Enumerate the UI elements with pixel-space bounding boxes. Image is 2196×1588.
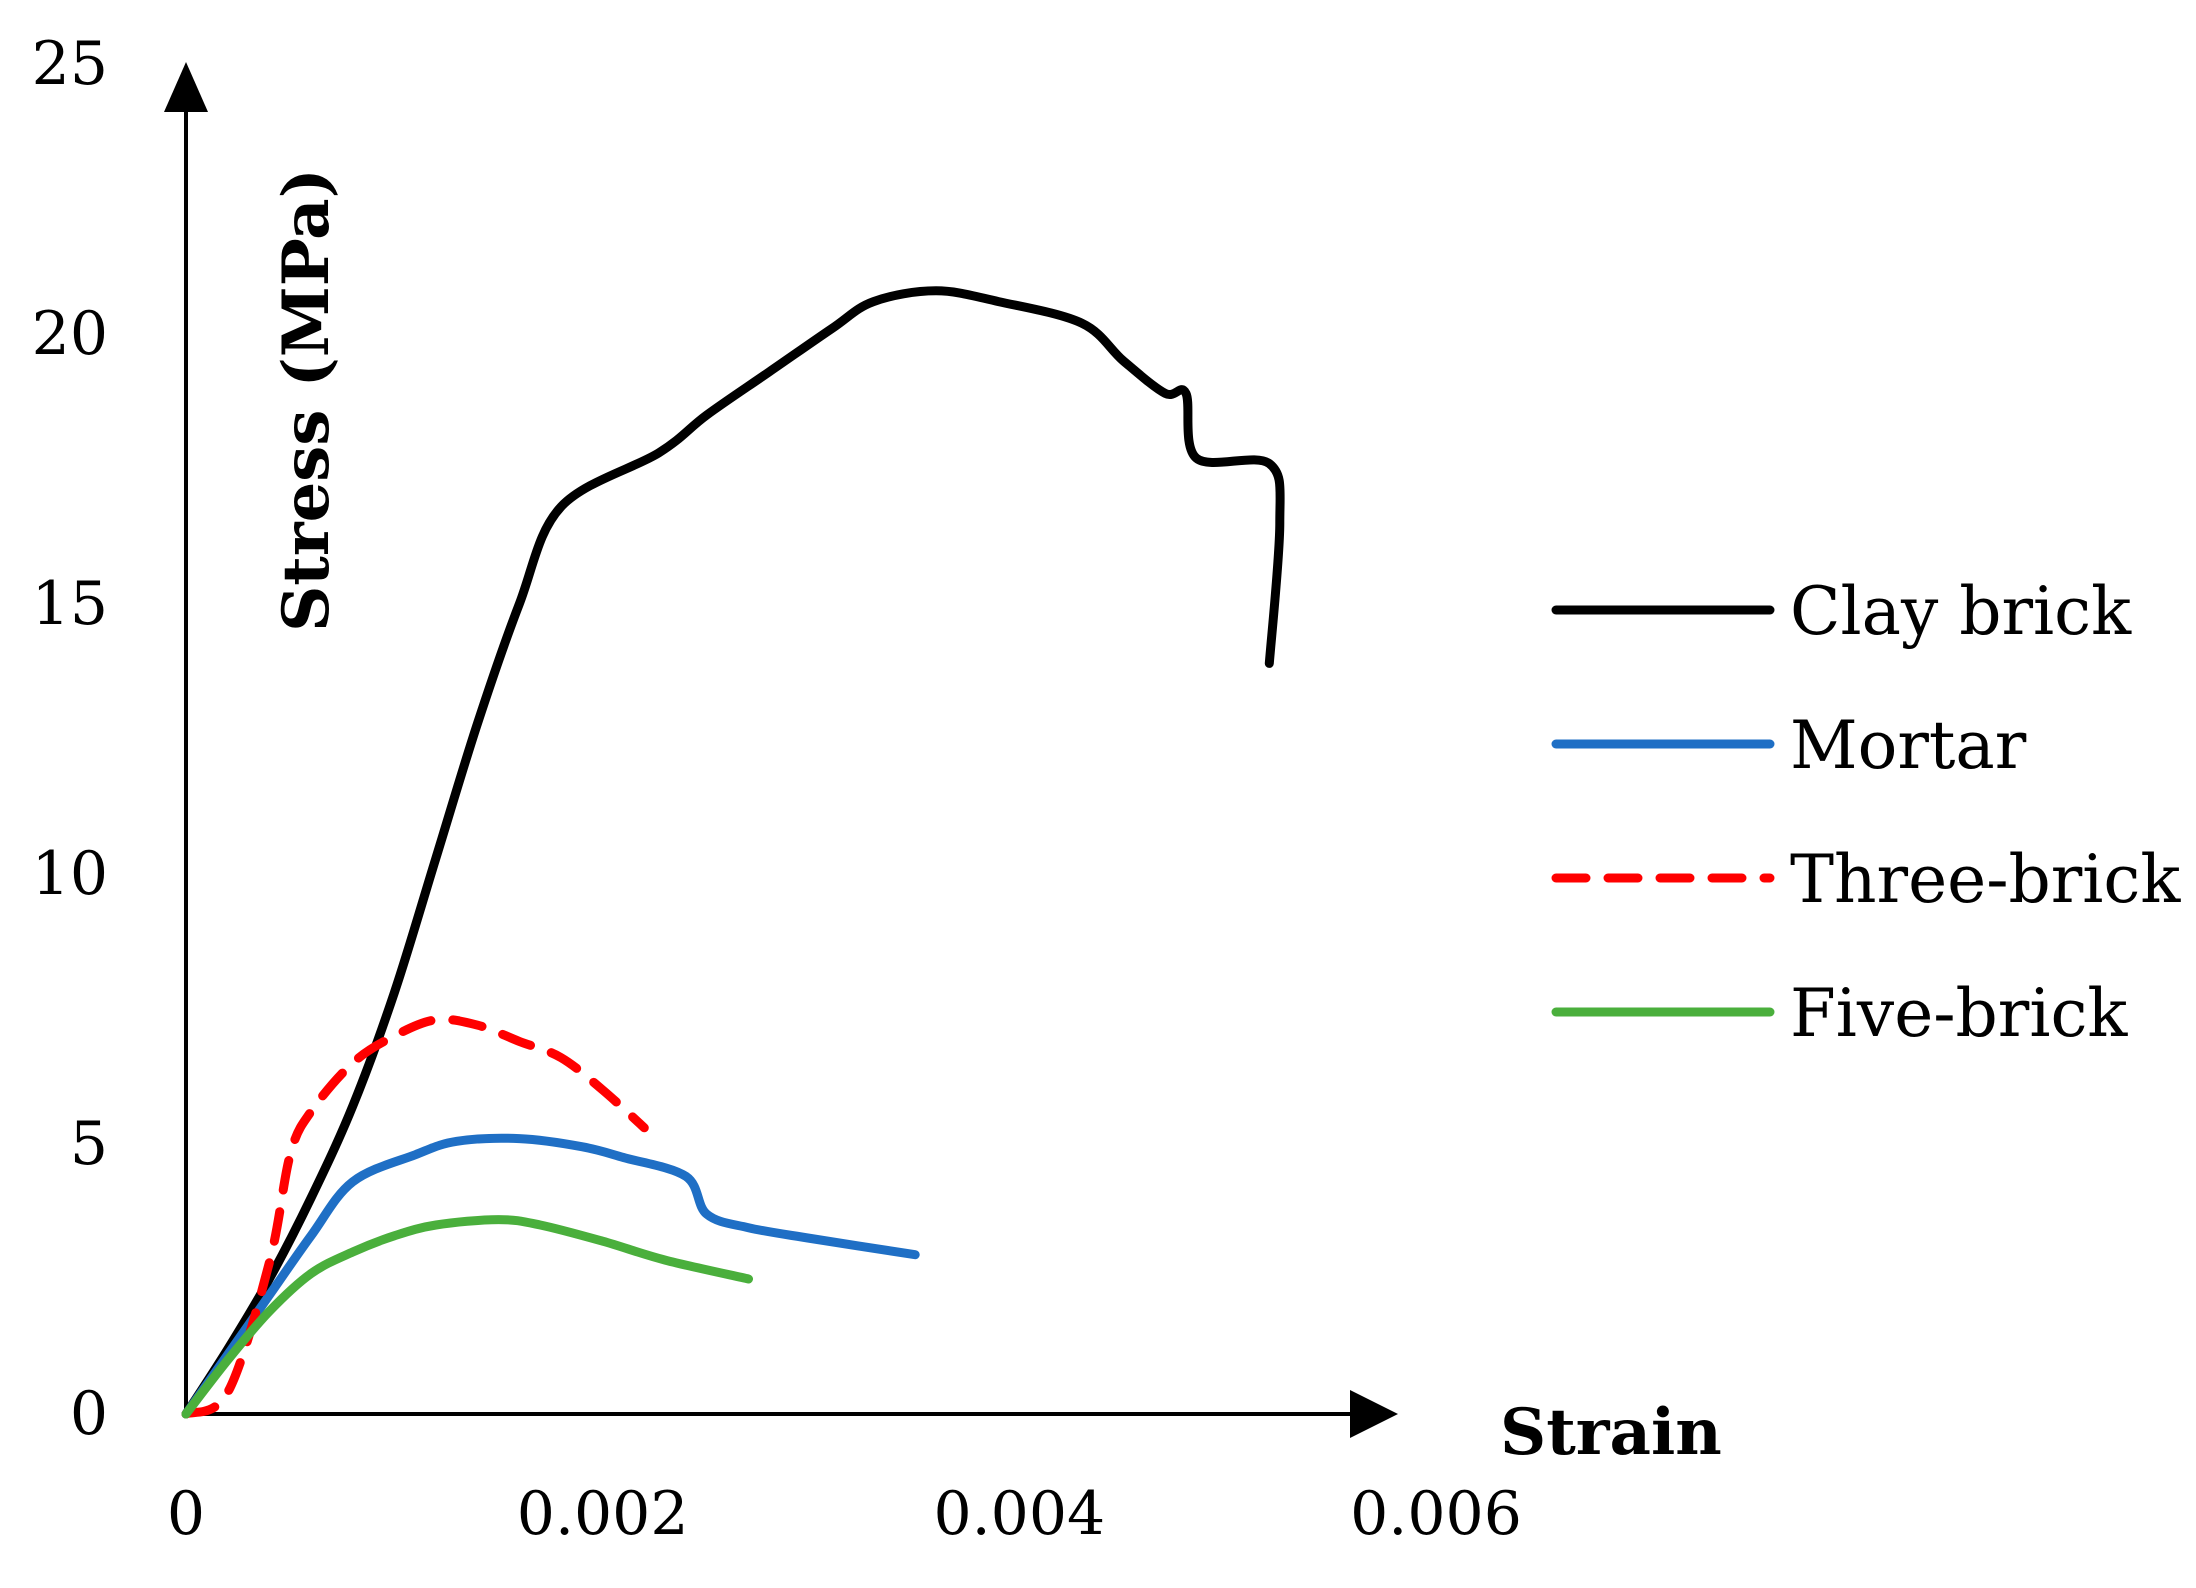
legend-label-mortar: Mortar [1790,707,2027,784]
series-group [181,286,1285,1419]
y-tick-label: 25 [32,29,108,99]
series-line-clay-brick [181,286,1285,1419]
x-tick-label: 0.004 [933,1479,1105,1549]
x-tick-labels: 0 0.002 0.004 0.006 [167,1479,1522,1549]
y-tick-label: 5 [70,1109,108,1179]
y-tick-label: 15 [32,569,108,639]
legend: Clay brick Mortar Three-brick Five-brick [1551,573,2181,1052]
y-tick-label: 0 [70,1379,108,1449]
x-tick-label: 0 [167,1479,205,1549]
x-tick-label: 0.002 [517,1479,689,1549]
legend-label-clay-brick: Clay brick [1790,573,2132,650]
y-axis-title: Stress (MPa) [269,168,344,632]
series-line-three-brick [181,1014,649,1419]
legend-label-three-brick: Three-brick [1790,841,2181,918]
y-axis-arrow [164,62,208,112]
series-line-five-brick [181,1215,753,1419]
x-tick-label: 0.006 [1350,1479,1522,1549]
y-tick-label: 10 [32,839,108,909]
legend-label-five-brick: Five-brick [1790,975,2128,1052]
x-axis-arrow [1350,1390,1398,1438]
y-tick-label: 20 [32,299,108,369]
series-line-mortar [181,1133,920,1419]
x-axis-title: Strain [1500,1395,1722,1470]
y-tick-labels: 0 5 10 15 20 25 [32,29,108,1449]
